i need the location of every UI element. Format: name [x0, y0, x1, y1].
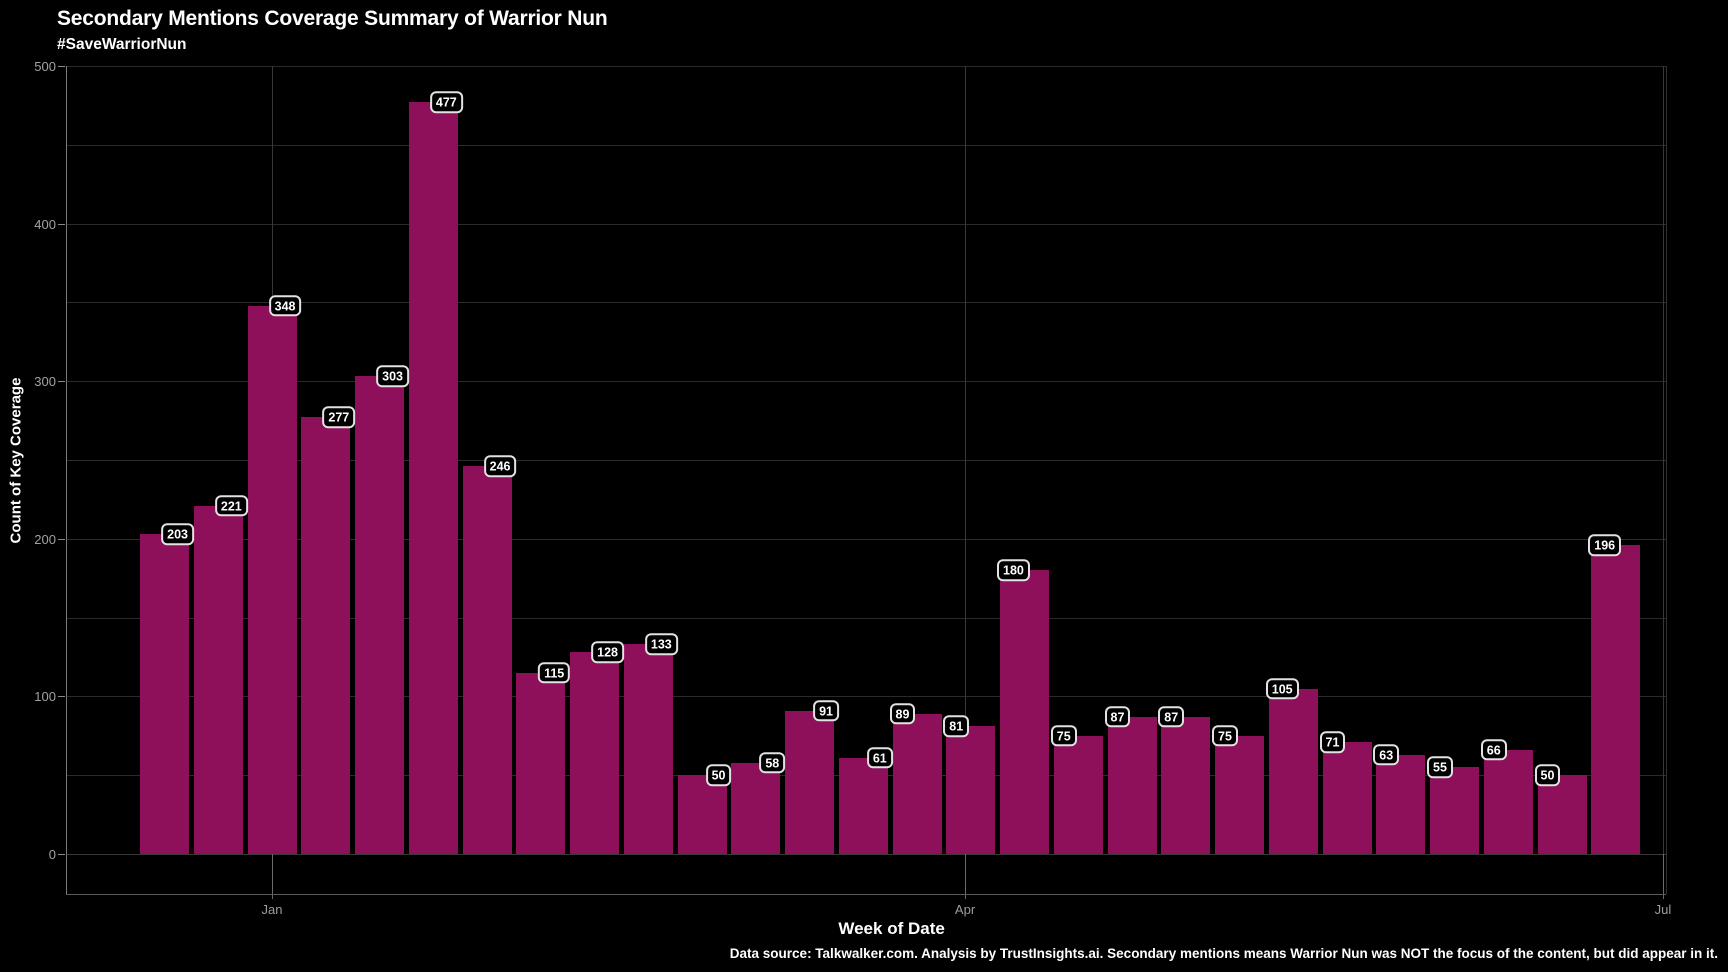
bar[interactable] [1537, 775, 1587, 854]
bar[interactable] [462, 466, 512, 854]
month-tick-mark [965, 854, 967, 899]
month-tick-mark [272, 854, 273, 899]
bar[interactable] [1322, 742, 1372, 854]
bar[interactable] [408, 102, 458, 854]
bar[interactable] [1430, 767, 1479, 854]
gridline-horizontal [66, 617, 1666, 619]
y-tick-label: 0 [48, 847, 56, 862]
bar[interactable] [946, 726, 996, 854]
bar[interactable] [731, 762, 781, 854]
bar-value-label: 71 [1319, 731, 1346, 753]
bar-value-label: 246 [483, 455, 517, 478]
bar-value-label: 477 [429, 91, 463, 113]
bar[interactable] [301, 417, 351, 854]
bar[interactable] [785, 710, 834, 854]
plot-right-border [1666, 66, 1667, 894]
y-tick-label: 100 [34, 689, 56, 705]
bar[interactable] [1000, 570, 1049, 854]
bar-value-label: 128 [591, 641, 624, 664]
y-tick-label: 500 [34, 59, 56, 74]
gridline-horizontal [66, 223, 1666, 225]
y-tick-mark [58, 854, 65, 855]
y-tick-label: 300 [34, 374, 56, 390]
y-tick-mark [58, 66, 65, 67]
bar-value-label: 58 [759, 751, 786, 774]
y-tick-mark [58, 538, 65, 540]
bar[interactable] [247, 305, 297, 854]
gridline-horizontal [66, 538, 1666, 540]
bar[interactable] [140, 534, 189, 854]
chart-title: Secondary Mentions Coverage Summary of W… [57, 7, 608, 30]
bar-value-label: 75 [1212, 725, 1238, 747]
month-gridline [1662, 66, 1664, 854]
bar[interactable] [1161, 716, 1211, 854]
month-gridline [965, 66, 967, 854]
bar-value-label: 81 [943, 715, 970, 738]
chart-subtitle: #SaveWarriorNun [57, 36, 187, 53]
bar-value-label: 180 [997, 559, 1030, 582]
x-tick-label: Jan [261, 902, 283, 917]
y-tick-mark [58, 696, 65, 698]
x-tick-label: Apr [954, 902, 976, 917]
y-tick-mark [58, 381, 65, 383]
y-axis-line [66, 66, 67, 894]
bar[interactable] [193, 505, 243, 854]
bar-value-label: 221 [214, 494, 248, 517]
bar-value-label: 105 [1265, 677, 1299, 700]
bar-value-label: 87 [1104, 706, 1131, 728]
bar[interactable] [1215, 735, 1264, 854]
bar[interactable] [1376, 754, 1426, 854]
bar-value-label: 63 [1373, 743, 1400, 766]
bar-value-label: 66 [1480, 739, 1507, 761]
gridline-horizontal [66, 696, 1666, 698]
y-tick-label: 200 [34, 531, 56, 547]
bar-value-label: 55 [1427, 756, 1453, 779]
gridline-horizontal [66, 381, 1666, 383]
bar[interactable] [1053, 735, 1103, 854]
bar[interactable] [1107, 716, 1157, 854]
bar[interactable] [1591, 545, 1641, 854]
bar-value-label: 61 [866, 747, 893, 769]
bar[interactable] [355, 376, 404, 854]
bar[interactable] [838, 757, 888, 854]
bar-value-label: 348 [268, 294, 302, 317]
x-axis-line [66, 894, 1666, 895]
gridline-horizontal [66, 66, 1666, 67]
x-tick-label: Jul [1654, 902, 1672, 917]
bar[interactable] [892, 713, 942, 854]
bar-value-label: 203 [161, 523, 194, 545]
y-tick-label: 400 [34, 216, 56, 232]
y-tick-mark [58, 223, 65, 225]
bar[interactable] [1268, 688, 1318, 854]
bar-value-label: 50 [1534, 764, 1561, 786]
bar-value-label: 133 [644, 633, 678, 656]
bar-value-label: 277 [322, 406, 356, 429]
bar[interactable] [1483, 749, 1533, 854]
bar-value-label: 196 [1588, 534, 1622, 556]
gridline-horizontal [66, 302, 1666, 304]
gridline-horizontal [66, 144, 1666, 146]
bar[interactable] [516, 672, 566, 854]
bar-value-label: 303 [376, 365, 409, 388]
bar-value-label: 50 [705, 764, 732, 786]
gridline-horizontal [66, 460, 1666, 461]
bar-value-label: 75 [1050, 725, 1077, 747]
bar-value-label: 87 [1158, 706, 1185, 728]
month-tick-mark [1662, 854, 1664, 899]
x-axis-title: Week of Date [838, 919, 945, 938]
gridline-horizontal [66, 854, 1666, 855]
bar-value-label: 89 [889, 702, 916, 725]
footer-note: Data source: Talkwalker.com. Analysis by… [729, 946, 1718, 961]
bar-value-label: 91 [813, 699, 839, 722]
bar[interactable] [623, 644, 673, 854]
bar-value-label: 115 [538, 662, 571, 684]
bar[interactable] [570, 652, 619, 854]
bar[interactable] [677, 775, 727, 854]
